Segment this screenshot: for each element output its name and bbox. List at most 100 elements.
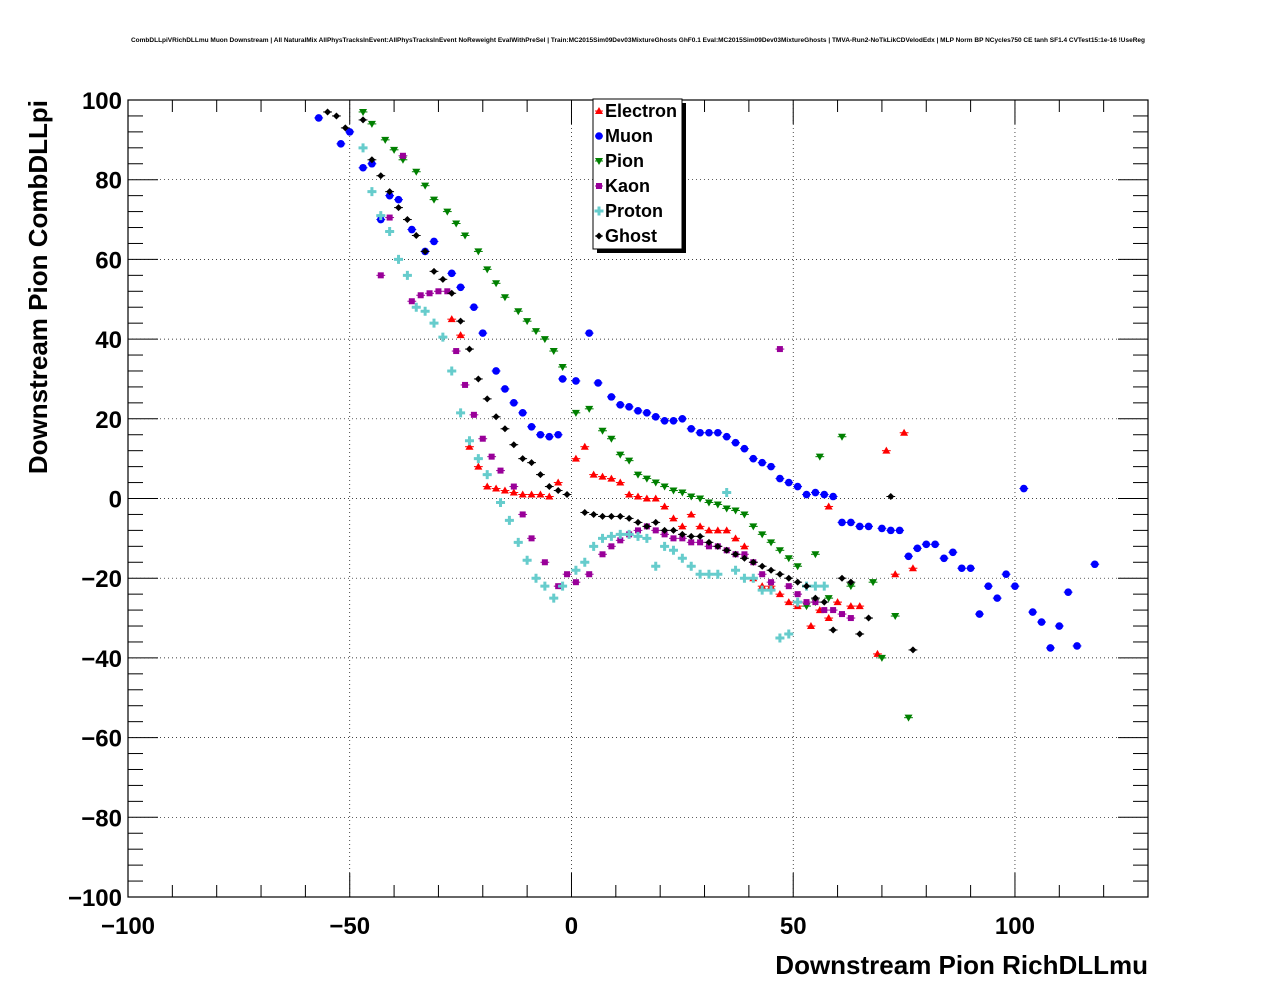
data-point (642, 494, 652, 502)
data-point (487, 453, 497, 460)
data-point (496, 497, 506, 507)
ghost-marker (412, 231, 420, 239)
data-point (358, 108, 368, 116)
muon-marker (878, 524, 886, 533)
data-point (846, 615, 856, 622)
data-point (615, 478, 625, 486)
electron-marker (678, 522, 687, 530)
data-point (407, 298, 417, 305)
pion-marker (869, 579, 878, 587)
ghost-marker (820, 598, 828, 606)
data-point (536, 490, 545, 498)
data-point (1001, 570, 1011, 579)
pion-marker (784, 555, 793, 563)
data-point (775, 547, 785, 555)
ghost-marker (767, 566, 775, 574)
muon-marker (492, 367, 500, 375)
ghost-marker (368, 156, 376, 164)
data-point (775, 590, 785, 598)
electron-marker (518, 490, 527, 498)
data-point (757, 562, 767, 570)
pion-marker (607, 435, 616, 443)
proton-marker (633, 531, 643, 541)
pion-marker (523, 318, 532, 326)
proton-marker (748, 573, 758, 583)
data-point (429, 196, 439, 204)
muon-marker (394, 195, 403, 204)
data-point (402, 216, 412, 224)
electron-marker (882, 446, 891, 454)
ghost-marker (563, 491, 571, 499)
data-point (837, 433, 847, 441)
data-point (615, 451, 625, 459)
data-point (434, 288, 443, 295)
proton-marker (580, 557, 590, 567)
x-tick-label: −50 (329, 913, 370, 940)
kaon-marker (417, 292, 424, 299)
muon-marker (594, 379, 602, 387)
muon-marker (669, 416, 678, 425)
data-point (766, 566, 776, 574)
data-point (460, 232, 470, 240)
x-tick-label: 0 (565, 913, 578, 940)
y-tick-label: −100 (68, 885, 122, 912)
data-point (549, 593, 559, 603)
legend-label: Ghost (605, 226, 657, 246)
data-point (660, 483, 670, 491)
ghost-marker (395, 204, 403, 212)
data-point (833, 598, 842, 606)
data-point (558, 375, 568, 383)
data-point (824, 595, 834, 603)
ghost-marker (838, 574, 846, 582)
kaon-marker (462, 381, 469, 388)
proton-marker (531, 573, 541, 583)
muon-marker (678, 415, 687, 423)
data-point (456, 283, 466, 292)
data-point (438, 332, 448, 342)
electron-marker (500, 486, 509, 494)
kaon-marker (470, 411, 477, 418)
data-point (886, 526, 896, 535)
data-point (669, 416, 678, 425)
data-point (677, 522, 687, 530)
x-axis-label: Downstream Pion RichDLLmu (775, 950, 1148, 980)
legend-label: Muon (605, 126, 653, 146)
pion-marker (367, 120, 376, 128)
muon-marker (886, 526, 895, 535)
data-point (385, 227, 395, 237)
data-point (411, 168, 421, 176)
data-point (864, 522, 874, 531)
pion-marker (846, 583, 855, 591)
data-point (469, 303, 479, 312)
kaon-marker (803, 599, 810, 606)
data-point (810, 599, 820, 606)
proton-marker (589, 541, 599, 551)
y-tick-labels: −100 −80 −60 −40 −20 0 20 40 60 80 100 (68, 88, 122, 912)
pion-marker (793, 563, 802, 571)
data-point (447, 289, 457, 297)
data-point (633, 492, 643, 500)
data-point (456, 331, 466, 339)
data-point (904, 714, 913, 722)
electron-marker (784, 598, 793, 606)
proton-marker (411, 302, 421, 312)
data-point (380, 136, 390, 144)
data-point (509, 441, 519, 449)
data-point (1010, 582, 1020, 590)
pion-marker (877, 654, 886, 662)
data-point (677, 489, 687, 497)
kaon-marker (497, 467, 504, 474)
data-point (376, 172, 386, 180)
data-point (766, 585, 776, 595)
proton-marker (704, 569, 714, 579)
electron-marker (492, 484, 501, 492)
data-point (766, 462, 776, 471)
kaon-marker (408, 298, 415, 305)
data-point (704, 543, 714, 550)
pion-marker (696, 495, 705, 503)
muon-marker (931, 540, 939, 549)
ghost-marker (776, 570, 784, 578)
data-point (660, 416, 670, 425)
data-point (473, 454, 483, 464)
muon-marker (793, 482, 802, 491)
